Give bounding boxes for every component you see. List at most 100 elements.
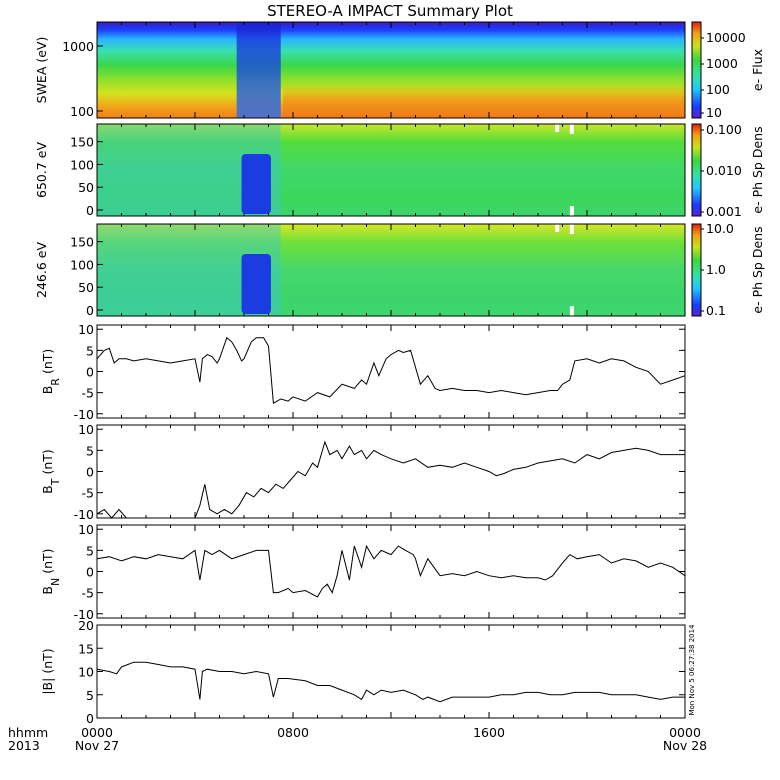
y-tick-label: 150 xyxy=(70,135,94,150)
line-panel-ylabel: BR (nT) xyxy=(40,349,62,395)
line-panel-ylabel-part: N xyxy=(49,578,62,586)
colorbar-tick-label: 100 xyxy=(706,82,730,97)
y-tick-label: 50 xyxy=(78,180,94,195)
colorbar-tick-label: 1.0 xyxy=(706,262,726,277)
series-line xyxy=(96,336,686,405)
x-tick-label: 0000 xyxy=(669,725,701,740)
y-tick-label: -5 xyxy=(82,386,94,401)
data-gap xyxy=(569,124,574,134)
timestamp-stamp: Mon Nov 5 06:27:38 2014 xyxy=(688,624,696,716)
pitch-angle-ylabel-part: 246.6 eV xyxy=(34,242,49,298)
hhmm-label: hhmm xyxy=(8,725,48,740)
swea-spectrogram-panel: 1000 100 SWEA (eV) 10000 1000 100 10 e- Flux xyxy=(34,21,765,120)
swea-low-flux-dip xyxy=(236,22,281,118)
y-tick-label: 10 xyxy=(78,665,94,680)
pitch-angle-spectrogram xyxy=(97,124,685,216)
panel-frame xyxy=(96,324,686,419)
line-panel-ylabel: BT (nT) xyxy=(40,449,62,494)
year-label: 2013 xyxy=(8,738,40,753)
line-panel-ylabel-part: (nT) xyxy=(40,349,55,378)
colorbar xyxy=(691,123,702,217)
series-line xyxy=(96,661,685,703)
y-tick-label: 10 xyxy=(78,422,94,437)
y-tick-label: 5 xyxy=(86,343,94,358)
series-line xyxy=(96,544,686,598)
y-tick-label: -5 xyxy=(82,486,94,501)
x-tick-label: 1600 xyxy=(473,725,505,740)
colorbar-tick-label: 10 xyxy=(706,105,722,120)
pitch-angle-low-density xyxy=(241,254,271,314)
swea-high-flux-band xyxy=(283,84,685,118)
pitch-angle-panel-2: 150 100 50 0 246.6 eV 10.0 1.0 0.1 e- Ph Sp Dens xyxy=(34,221,765,318)
y-tick-label: 50 xyxy=(78,280,94,295)
y-tick-label: 10 xyxy=(78,522,94,537)
y-tick-label: 0 xyxy=(86,203,94,218)
colorbar-tick-label: 0.001 xyxy=(706,204,742,219)
y-tick-label: 0 xyxy=(86,303,94,318)
y-tick-label: -10 xyxy=(74,407,94,422)
pitch-angle-panel-1: 150 100 50 0 650.7 eV 0.100 0.010 0.001 e- Ph Sp… xyxy=(34,122,765,219)
y-tick-label: 10 xyxy=(78,322,94,337)
data-gap xyxy=(569,306,574,316)
y-tick-label: 0 xyxy=(86,365,94,380)
x-date-label: Nov 27 xyxy=(75,738,119,753)
line-panel-ylabel-part: B xyxy=(40,386,55,395)
y-tick-label: 0 xyxy=(86,465,94,480)
pitch-angle-spectrogram xyxy=(97,224,685,316)
y-tick-label: -5 xyxy=(82,586,94,601)
colorbar-label: e- Flux xyxy=(750,49,765,91)
pitch-angle-ylabel: 650.7 eV xyxy=(34,142,49,198)
colorbar-tick-label: 1000 xyxy=(706,56,738,71)
line-panel-ylabel-part: (nT) xyxy=(40,449,55,478)
y-tick-label: 1000 xyxy=(62,39,94,54)
line-panel-ylabel-part: (nT) xyxy=(40,548,55,577)
colorbar-tick-label: 0.100 xyxy=(706,122,742,137)
panel-frame xyxy=(96,424,686,519)
line-panel-ylabel-part: |B| (nT) xyxy=(40,648,55,694)
y-tick-label: 5 xyxy=(86,688,94,703)
data-gap xyxy=(555,224,560,232)
data-gap xyxy=(555,124,560,132)
y-tick-label: 100 xyxy=(70,257,94,272)
line-panel-ylabel-part: B xyxy=(40,586,55,595)
colorbar-tick-label: 0.010 xyxy=(706,163,742,178)
y-tick-label: 150 xyxy=(70,235,94,250)
data-gap xyxy=(569,206,574,216)
colorbar xyxy=(691,223,702,317)
y-tick-label: 100 xyxy=(70,157,94,172)
line-panel-3: 10 5 0 -5 -10 BR (nT) xyxy=(40,322,686,422)
line-panel-ylabel: |B| (nT) xyxy=(40,648,55,694)
panel-frame xyxy=(96,524,686,619)
x-tick-label: 0000 xyxy=(81,725,113,740)
pitch-angle-low-density xyxy=(241,154,271,214)
line-panel-ylabel-part: T xyxy=(49,478,62,486)
colorbar-label: e- Ph Sp Dens xyxy=(750,126,765,213)
colorbar xyxy=(691,21,702,119)
y-tick-label: 5 xyxy=(86,443,94,458)
line-panel-ylabel-part: R xyxy=(49,378,62,386)
swea-ylabel: SWEA (eV) xyxy=(34,37,49,104)
line-panel-5: 10 5 0 -5 -10 BN (nT) xyxy=(40,522,686,622)
data-gap xyxy=(569,224,574,234)
line-panel-4: 10 5 0 -5 -10 BT (nT) xyxy=(40,422,686,522)
colorbar-label: e- Ph Sp Dens xyxy=(750,226,765,313)
pitch-angle-ylabel-part: 650.7 eV xyxy=(34,142,49,198)
y-tick-label: -10 xyxy=(74,607,94,622)
series-line xyxy=(96,440,685,519)
swea-ylabel-part: SWEA (eV) xyxy=(34,37,49,104)
y-tick-label: 0 xyxy=(86,711,94,726)
colorbar-tick-label: 0.1 xyxy=(706,303,726,318)
y-tick-label: 100 xyxy=(70,104,94,119)
line-panel-6: 20 15 10 5 0 |B| (nT) xyxy=(40,618,686,726)
y-tick-label: 5 xyxy=(86,543,94,558)
x-tick-label: 0800 xyxy=(277,725,309,740)
line-panel-ylabel-part: B xyxy=(40,485,55,494)
y-tick-label: 20 xyxy=(78,618,94,633)
y-tick-label: -10 xyxy=(74,507,94,522)
colorbar-tick-label: 10.0 xyxy=(706,221,734,236)
colorbar-tick-label: 10000 xyxy=(706,30,746,45)
